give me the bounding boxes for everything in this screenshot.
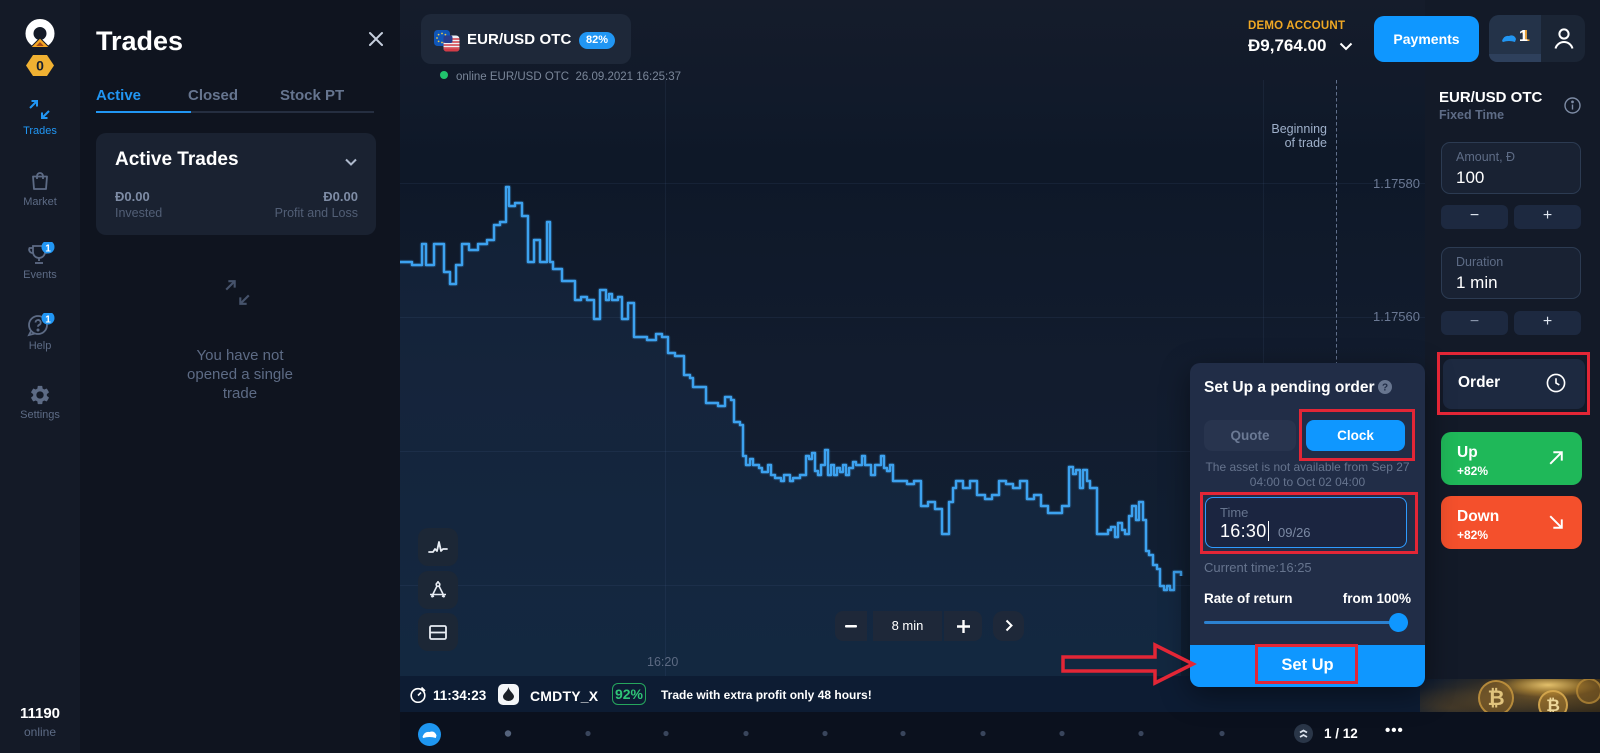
svg-text:1: 1 xyxy=(45,244,51,255)
svg-text:?: ? xyxy=(1382,383,1388,394)
svg-text:1: 1 xyxy=(45,315,51,326)
svg-text:0: 0 xyxy=(36,58,44,74)
